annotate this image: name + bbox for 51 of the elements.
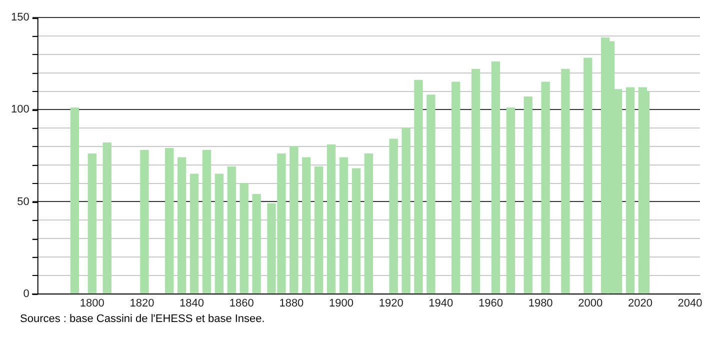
bar xyxy=(491,61,500,294)
bar xyxy=(102,142,112,294)
x-tick-label: 1800 xyxy=(80,297,104,310)
bar xyxy=(202,150,212,294)
x-tick-label: 1980 xyxy=(528,297,553,310)
y-tick-label: 50 xyxy=(17,196,30,208)
bar xyxy=(190,174,199,294)
bar xyxy=(177,157,186,294)
bar xyxy=(561,68,570,294)
source-note: Sources : base Cassini de l'EHESS et base Insee. xyxy=(20,313,266,325)
bar xyxy=(326,144,336,294)
bar xyxy=(452,82,460,294)
bar xyxy=(165,148,174,294)
x-tick-label: 1900 xyxy=(329,297,354,310)
bar xyxy=(240,182,248,294)
bar xyxy=(314,166,324,294)
x-tick-label: 1940 xyxy=(428,297,454,310)
bar xyxy=(389,138,398,294)
x-tick-label: 2000 xyxy=(578,297,603,310)
bar xyxy=(214,174,224,294)
x-tick-label: 1920 xyxy=(378,297,404,310)
bar xyxy=(524,96,532,294)
bar xyxy=(290,146,298,294)
x-tick-label: 1880 xyxy=(279,297,304,310)
bar xyxy=(339,157,348,294)
bar xyxy=(302,157,311,294)
bar xyxy=(70,107,80,294)
bar xyxy=(88,154,96,294)
bar xyxy=(471,68,480,294)
bar xyxy=(414,80,423,294)
bar xyxy=(252,194,261,294)
x-tick-label: 1860 xyxy=(229,297,254,310)
y-tick-label: 150 xyxy=(10,12,30,24)
x-tick-label: 1840 xyxy=(180,297,204,310)
y-tick-label: 0 xyxy=(23,288,30,300)
bar xyxy=(364,154,373,294)
bar xyxy=(352,168,361,294)
bar xyxy=(426,94,436,294)
bar xyxy=(140,150,149,294)
bar xyxy=(506,107,515,294)
bar xyxy=(402,128,410,294)
x-tick-label: 2040 xyxy=(678,297,702,310)
y-tick-label: 100 xyxy=(10,104,30,116)
x-tick-label: 1960 xyxy=(478,297,503,310)
bar xyxy=(640,90,650,294)
bar xyxy=(227,166,236,294)
x-tick-label: 2020 xyxy=(628,297,652,310)
bar xyxy=(541,82,550,294)
x-tick-label: 1820 xyxy=(130,297,154,310)
bar xyxy=(584,58,592,294)
bar xyxy=(626,87,635,294)
